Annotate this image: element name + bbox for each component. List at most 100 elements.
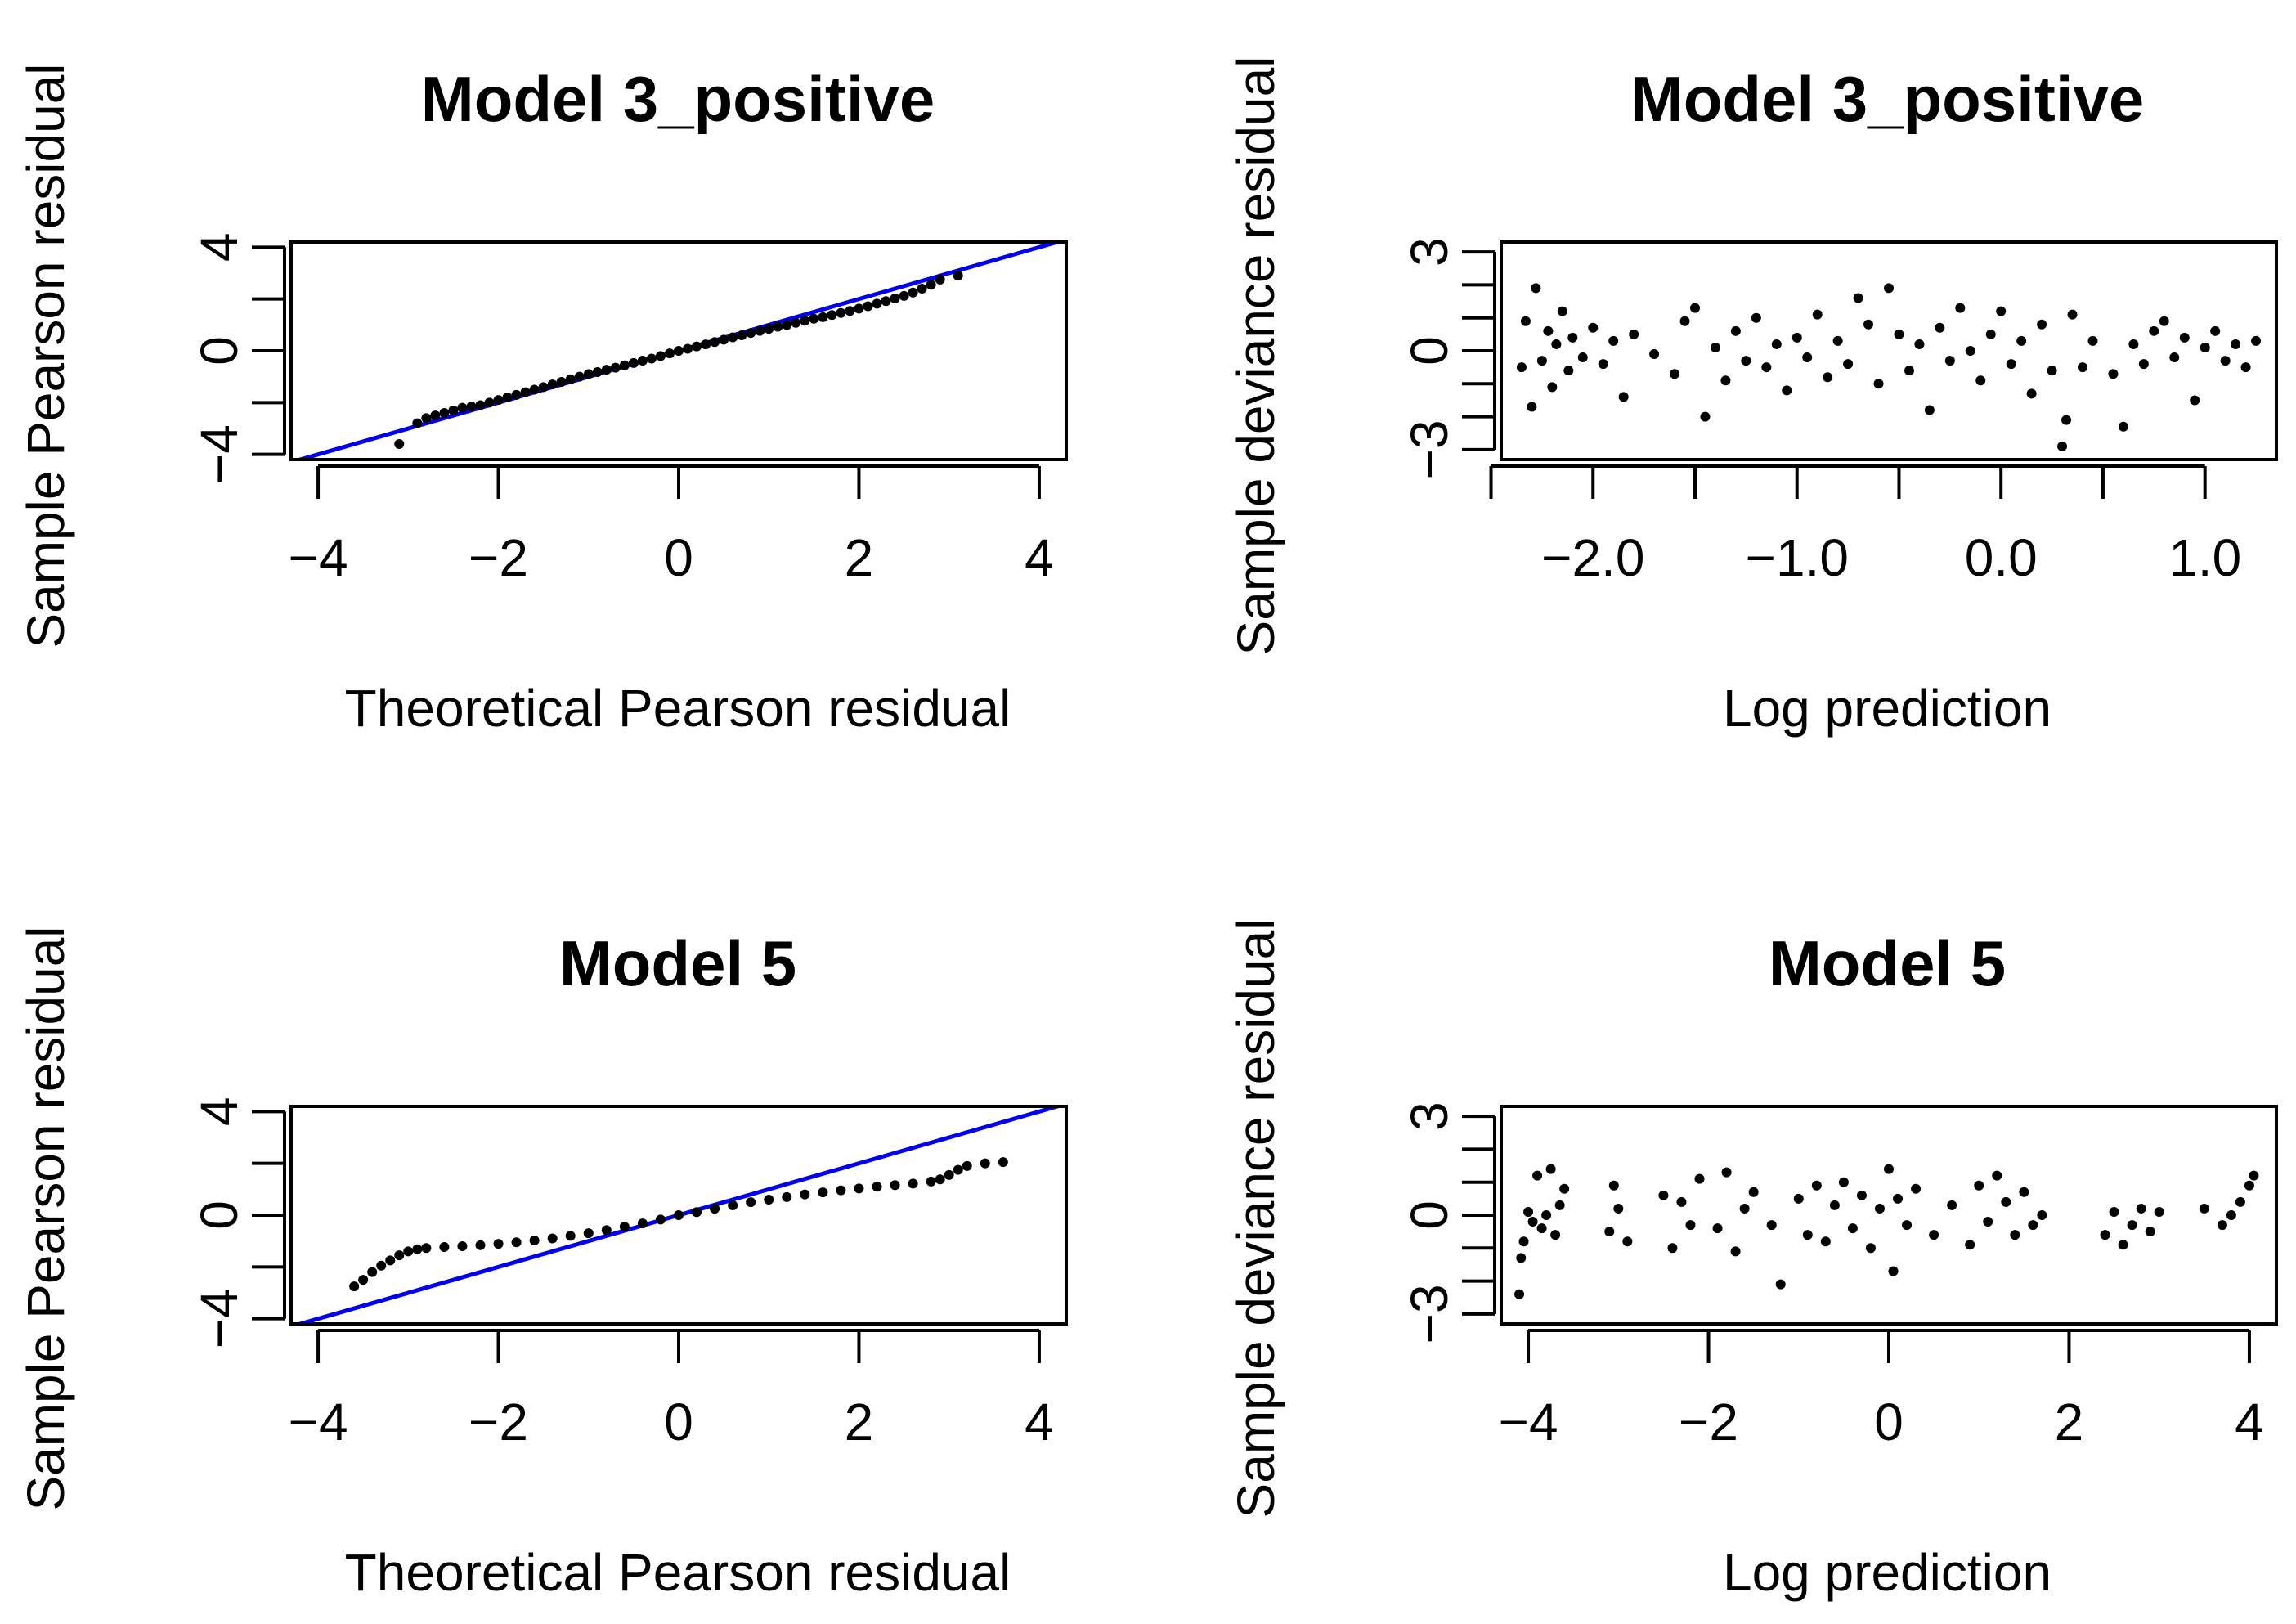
panel-4-title: Model 5	[1769, 927, 2006, 999]
panel-2-point	[1832, 335, 1843, 346]
panel-4-point	[1965, 1240, 1975, 1250]
panel-3-point	[800, 1189, 810, 1200]
panel-3-point	[962, 1160, 972, 1171]
panel-2-point	[1543, 325, 1554, 336]
panel-1-point	[719, 334, 729, 345]
panel-2-point	[1884, 283, 1894, 294]
panel-1-point	[394, 439, 405, 449]
panel-2-point	[2169, 352, 2180, 363]
panel-2-point	[1792, 332, 1802, 343]
panel-2-point	[1751, 312, 1761, 323]
panel-4-point	[1929, 1230, 1939, 1240]
panel-4-point	[1523, 1206, 1534, 1217]
panel-4-point	[2001, 1196, 2011, 1207]
panel-1-point	[592, 366, 603, 377]
panel-3-point	[412, 1244, 423, 1254]
panel-4-point	[2010, 1230, 2020, 1240]
panel-2-point	[2138, 359, 2149, 370]
panel-1-point	[493, 395, 504, 406]
panel-2-point	[2179, 332, 2190, 343]
panel-2-point	[2231, 339, 2241, 349]
panel-2-point	[1598, 359, 1608, 370]
panel-2-point	[1516, 362, 1527, 373]
panel-4-point	[1766, 1220, 1777, 1231]
panel-1-point	[646, 353, 657, 364]
panel-3-point	[583, 1228, 594, 1239]
panel-1-frame	[289, 240, 1068, 461]
panel-1-point	[701, 339, 711, 350]
panel-4-point	[1536, 1223, 1547, 1234]
panel-3-point	[403, 1246, 414, 1257]
panel-1-point	[439, 408, 450, 418]
panel-4-point	[1856, 1190, 1867, 1200]
panel-1-point	[872, 298, 882, 309]
panel-2-point	[1761, 362, 1772, 373]
panel-4-point	[1838, 1177, 1849, 1187]
panel-2-point	[1618, 392, 1629, 402]
panel-4-point	[1893, 1193, 1904, 1204]
panel-2-point	[1944, 356, 1955, 366]
panel-1-point	[547, 379, 558, 390]
panel-4-point	[1545, 1164, 1556, 1174]
panel-4-point	[2136, 1203, 2146, 1214]
panel-1-point	[466, 402, 477, 412]
panel-4-point	[1775, 1279, 1786, 1290]
panel-4-point	[1712, 1223, 1723, 1234]
panel-1-point	[619, 360, 630, 370]
panel-3-y-tick-label: 0	[190, 1200, 249, 1230]
panel-1-point	[457, 402, 468, 413]
panel-2-point	[1588, 322, 1599, 333]
panel-2-point	[2037, 319, 2047, 330]
panel-4-point	[1820, 1236, 1831, 1247]
panel-3-point	[439, 1241, 450, 1252]
panel-2-point	[2016, 335, 2027, 346]
panel-3-point	[601, 1225, 612, 1236]
panel-1-point	[664, 348, 675, 359]
panel-1-point	[583, 369, 594, 379]
panel-1-point	[764, 324, 774, 334]
panel-2-point	[1679, 316, 1690, 326]
panel-2-point	[2026, 388, 2037, 399]
panel-2-point	[1690, 303, 1700, 313]
panel-4-x-tick-label: −2	[1679, 1393, 1738, 1451]
panel-3-y-tick-label: −4	[190, 1289, 249, 1348]
panel-1-point	[935, 274, 945, 285]
panel-2-point	[1914, 339, 1925, 349]
panel-4-point	[2109, 1206, 2119, 1217]
panel-3-x-tick-label: −2	[469, 1393, 528, 1451]
panel-2-point	[1608, 335, 1619, 346]
panel-1-point	[529, 384, 540, 395]
panel-4-point	[1559, 1183, 1570, 1194]
panel-4-point	[2217, 1220, 2227, 1231]
panel-2-point	[1904, 366, 1914, 376]
panel-4-point	[1676, 1196, 1687, 1207]
panel-1-point	[809, 313, 819, 324]
panel-2-y-tick-label: −3	[1400, 419, 1459, 479]
panel-4-frame	[1500, 1105, 2278, 1326]
panel-2-point	[1577, 352, 1588, 363]
panel-2-point	[1924, 405, 1935, 415]
panel-3-point	[421, 1243, 432, 1254]
panel-1-point	[926, 280, 936, 290]
panel-3-point	[376, 1260, 387, 1271]
panel-3-point	[358, 1275, 369, 1285]
panel-3-x-tick-label: 0	[664, 1393, 693, 1451]
panel-2-point	[1802, 352, 1813, 363]
panel-3-title: Model 5	[559, 927, 796, 999]
panel-1-point	[502, 393, 513, 402]
panel-4-y-tick-label: 3	[1400, 1101, 1459, 1131]
panel-1-point	[430, 410, 441, 421]
panel-2-point	[1985, 329, 1996, 339]
panel-4-point	[2154, 1206, 2164, 1217]
panel-4-point	[2226, 1210, 2236, 1220]
panel-3-point	[764, 1195, 774, 1205]
panel-3-point	[908, 1178, 918, 1189]
panel-3-point	[890, 1180, 900, 1191]
panel-1-point	[746, 328, 756, 339]
panel-4-y-tick-label: 0	[1400, 1200, 1459, 1230]
panel-3-point	[475, 1240, 486, 1250]
panel-3-point	[782, 1191, 792, 1202]
panel-3-point	[619, 1222, 630, 1232]
panel-2-ylabel: Sample deviance residual	[1226, 56, 1285, 656]
